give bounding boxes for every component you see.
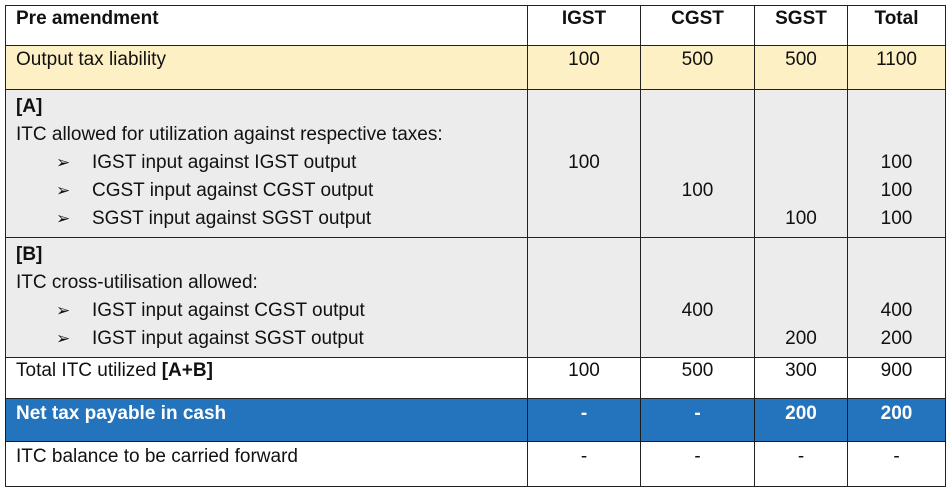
section-b-title: ITC cross-utilisation allowed:: [16, 272, 258, 293]
output-tax-cgst: 500: [640, 45, 755, 90]
section-a-value: 100: [880, 208, 913, 229]
section-b-value: [538, 297, 630, 325]
section-a-label-cell: [A] ITC allowed for utilization against …: [5, 89, 528, 238]
section-b-sgst-cell: 200: [754, 237, 848, 358]
output-tax-igst: 100: [527, 45, 641, 90]
net-tax-igst: -: [527, 398, 641, 442]
section-a-row: [A] ITC allowed for utilization against …: [5, 89, 946, 238]
section-a-sgst-cell: 100: [754, 89, 848, 238]
section-b-item-label: IGST input against CGST output: [92, 300, 365, 321]
section-b-value: 400: [880, 300, 913, 321]
total-itc-igst: 100: [527, 357, 641, 399]
total-itc-sgst: 300: [754, 357, 848, 399]
section-a-igst-cell: 100: [527, 89, 641, 238]
net-tax-total: 200: [847, 398, 946, 442]
arrow-bullet-icon: ➢: [56, 301, 71, 320]
section-b-total-cell: 400 200: [847, 237, 946, 358]
section-a-value: [538, 205, 630, 233]
section-a-value: [765, 149, 837, 177]
output-tax-label: Output tax liability: [5, 45, 528, 90]
carry-forward-total: -: [847, 441, 946, 487]
section-a-cgst-cell: 100: [640, 89, 755, 238]
arrow-bullet-icon: ➢: [56, 153, 71, 172]
section-a-item-label: SGST input against SGST output: [92, 208, 372, 229]
header-cgst: CGST: [640, 5, 755, 46]
itc-table-container: Pre amendment IGST CGST SGST Total Outpu…: [5, 5, 946, 487]
section-a-value: [765, 177, 837, 205]
section-a-item: ➢ SGST input against SGST output: [16, 205, 517, 233]
section-a-value: [651, 149, 744, 177]
net-tax-row: Net tax payable in cash - - 200 200: [5, 398, 946, 442]
output-tax-total: 1100: [847, 45, 946, 90]
section-b-value: [765, 297, 837, 325]
section-a-value: 100: [568, 152, 600, 173]
section-a-value: [651, 205, 744, 233]
arrow-bullet-icon: ➢: [56, 181, 71, 200]
section-b-igst-cell: [527, 237, 641, 358]
carry-forward-sgst: -: [754, 441, 848, 487]
total-itc-total: 900: [847, 357, 946, 399]
net-tax-cgst: -: [640, 398, 755, 442]
section-b-value: 200: [785, 328, 817, 349]
section-a-title: ITC allowed for utilization against resp…: [16, 124, 443, 145]
section-b-item: ➢ IGST input against SGST output: [16, 325, 517, 353]
header-row: Pre amendment IGST CGST SGST Total: [5, 5, 946, 46]
arrow-bullet-icon: ➢: [56, 329, 71, 348]
arrow-bullet-icon: ➢: [56, 209, 71, 228]
section-a-item-label: IGST input against IGST output: [92, 152, 357, 173]
header-sgst: SGST: [754, 5, 848, 46]
section-a-value: [538, 177, 630, 205]
section-a-value: 100: [880, 152, 913, 173]
net-tax-sgst: 200: [754, 398, 848, 442]
output-tax-row: Output tax liability 100 500 500 1100: [5, 45, 946, 90]
total-itc-label: Total ITC utilized: [16, 360, 157, 381]
header-total: Total: [847, 5, 946, 46]
section-b-item: ➢ IGST input against CGST output: [16, 297, 517, 325]
section-a-value: 100: [681, 180, 714, 201]
section-b-row: [B] ITC cross-utilisation allowed: ➢ IGS…: [5, 237, 946, 358]
section-b-value: [538, 325, 630, 353]
header-igst: IGST: [527, 5, 641, 46]
section-b-tag: [B]: [16, 244, 43, 265]
section-a-value: 100: [785, 208, 817, 229]
section-b-value: 200: [880, 328, 913, 349]
section-b-value: [651, 325, 744, 353]
section-a-value: 100: [880, 180, 913, 201]
section-a-item-label: CGST input against CGST output: [92, 180, 374, 201]
total-itc-cgst: 500: [640, 357, 755, 399]
header-label: Pre amendment: [5, 5, 528, 46]
carry-forward-label: ITC balance to be carried forward: [5, 441, 528, 487]
total-itc-label-bold: [A+B]: [161, 360, 213, 381]
total-itc-row: Total ITC utilized [A+B] 100 500 300 900: [5, 357, 946, 399]
carry-forward-row: ITC balance to be carried forward - - - …: [5, 441, 946, 487]
section-b-cgst-cell: 400: [640, 237, 755, 358]
carry-forward-cgst: -: [640, 441, 755, 487]
section-b-item-label: IGST input against SGST output: [92, 328, 364, 349]
total-itc-label-cell: Total ITC utilized [A+B]: [5, 357, 528, 399]
section-a-item: ➢ CGST input against CGST output: [16, 177, 517, 205]
section-a-tag: [A]: [16, 96, 43, 117]
output-tax-sgst: 500: [754, 45, 848, 90]
itc-utilization-table: Pre amendment IGST CGST SGST Total Outpu…: [5, 5, 946, 487]
section-b-label-cell: [B] ITC cross-utilisation allowed: ➢ IGS…: [5, 237, 528, 358]
section-a-item: ➢ IGST input against IGST output: [16, 149, 517, 177]
net-tax-label: Net tax payable in cash: [5, 398, 528, 442]
carry-forward-igst: -: [527, 441, 641, 487]
section-b-value: 400: [681, 300, 714, 321]
section-a-total-cell: 100 100 100: [847, 89, 946, 238]
